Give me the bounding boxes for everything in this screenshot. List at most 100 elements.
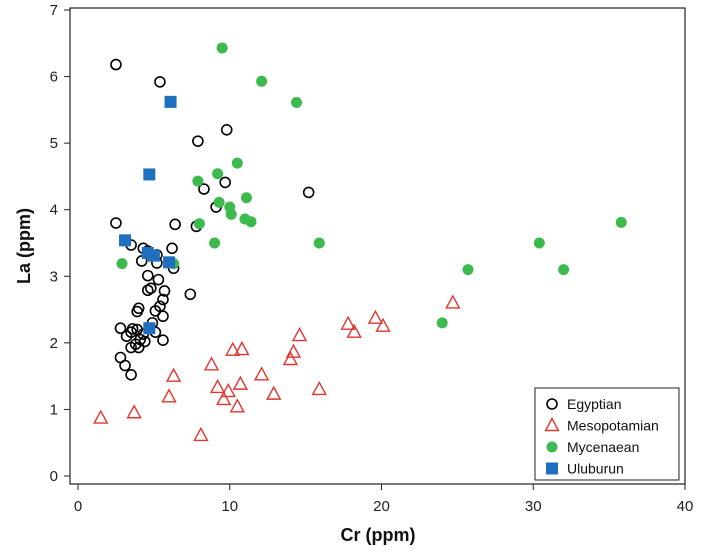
mycenaean-point — [209, 237, 221, 249]
egyptian-point — [119, 359, 131, 372]
mycenaean-point — [212, 168, 224, 180]
uluburun-point — [143, 322, 156, 335]
egyptian-point — [125, 369, 137, 381]
y-axis-title: La (ppm) — [14, 208, 34, 284]
x-axis-title: Cr (ppm) — [341, 525, 416, 545]
egyptian-point — [114, 322, 127, 335]
mycenaean-point — [245, 216, 257, 228]
mesopotamian-point — [253, 366, 270, 381]
mesopotamian-point — [165, 367, 182, 382]
egyptian-point — [157, 310, 169, 323]
legend: Egyptian Mesopotamian Mycenaean Uluburun — [534, 387, 680, 481]
mesopotamian-point — [161, 388, 177, 403]
legend-marker-mycenaean — [546, 441, 558, 453]
mycenaean-point — [533, 237, 545, 249]
mycenaean-point — [291, 97, 303, 109]
egyptian-point — [302, 186, 315, 199]
data-points — [93, 42, 627, 442]
egyptian-point — [125, 341, 137, 354]
uluburun-point — [164, 95, 177, 108]
mycenaean-point — [558, 264, 570, 276]
egyptian-point — [198, 183, 210, 195]
legend-label-mycenaean: Mycenaean — [567, 439, 639, 455]
mesopotamian-point — [209, 378, 226, 394]
mesopotamian-point — [126, 404, 142, 419]
legend-label-uluburun: Uluburun — [567, 461, 624, 477]
egyptian-point — [142, 269, 154, 282]
mycenaean-point — [615, 216, 627, 228]
egyptian-point — [169, 218, 181, 231]
series-egyptian — [110, 58, 315, 381]
mycenaean-point — [462, 264, 474, 276]
uluburun-point — [163, 256, 176, 269]
egyptian-point — [219, 176, 231, 189]
egyptian-point — [131, 305, 143, 318]
mesopotamian-point — [193, 426, 209, 442]
series-mesopotamian — [93, 294, 461, 442]
mesopotamian-point — [216, 390, 232, 406]
x-tick-label: 0 — [74, 498, 82, 515]
egyptian-point — [158, 285, 171, 297]
egyptian-point — [220, 124, 233, 136]
legend-marker-uluburun — [546, 462, 558, 475]
uluburun-point — [119, 234, 132, 247]
y-tick-label: 3 — [50, 268, 58, 285]
mesopotamian-point — [291, 327, 308, 342]
x-axis: 0 10 20 30 40 — [74, 484, 694, 515]
legend-label-egyptian: Egyptian — [567, 396, 621, 412]
mesopotamian-point — [285, 343, 302, 358]
mesopotamian-point — [445, 294, 461, 309]
egyptian-point — [166, 242, 178, 255]
egyptian-point — [110, 58, 122, 71]
egyptian-point — [157, 334, 169, 346]
mesopotamian-point — [203, 356, 220, 371]
mycenaean-point — [231, 157, 243, 169]
mycenaean-point — [436, 317, 448, 329]
y-tick-label: 5 — [50, 135, 58, 152]
mesopotamian-point — [93, 409, 109, 424]
mycenaean-point — [225, 208, 237, 220]
mycenaean-point — [213, 196, 225, 208]
egyptian-point — [192, 135, 204, 147]
legend-marker-egyptian — [546, 398, 558, 410]
egyptian-point — [138, 335, 151, 348]
x-tick-label: 20 — [373, 498, 390, 515]
series-uluburun — [119, 95, 177, 335]
egyptian-point — [132, 341, 145, 354]
mesopotamian-point — [229, 398, 246, 413]
legend-label-mesopotamian: Mesopotamian — [567, 418, 659, 434]
mesopotamian-point — [282, 351, 299, 366]
egyptian-point — [154, 76, 166, 88]
x-tick-label: 40 — [677, 498, 694, 515]
egyptian-point — [184, 288, 197, 301]
x-tick-label: 10 — [221, 498, 238, 515]
mesopotamian-point — [232, 375, 249, 390]
y-tick-label: 0 — [50, 468, 58, 485]
mesopotamian-point — [340, 315, 356, 330]
mycenaean-point — [192, 175, 204, 187]
egyptian-point — [157, 293, 169, 306]
uluburun-point — [147, 249, 160, 262]
y-tick-label: 6 — [50, 69, 58, 86]
mesopotamian-point — [375, 317, 391, 332]
egyptian-point — [142, 284, 154, 297]
mycenaean-point — [116, 258, 128, 270]
x-tick-label: 30 — [525, 498, 542, 515]
mesopotamian-point — [367, 309, 384, 324]
legend-marker-mesopotamian — [544, 417, 560, 432]
mycenaean-point — [256, 75, 268, 87]
egyptian-point — [152, 273, 165, 286]
mesopotamian-point — [346, 323, 362, 338]
y-tick-label: 4 — [50, 202, 58, 219]
mesopotamian-point — [220, 382, 236, 398]
mesopotamian-point — [234, 341, 250, 356]
y-tick-label: 7 — [50, 2, 58, 19]
y-tick-label: 1 — [50, 401, 58, 418]
mesopotamian-point — [311, 380, 327, 396]
mesopotamian-point — [266, 385, 282, 400]
mesopotamian-point — [225, 341, 241, 356]
egyptian-point — [120, 330, 133, 343]
egyptian-point — [149, 305, 162, 317]
mycenaean-point — [193, 218, 205, 230]
